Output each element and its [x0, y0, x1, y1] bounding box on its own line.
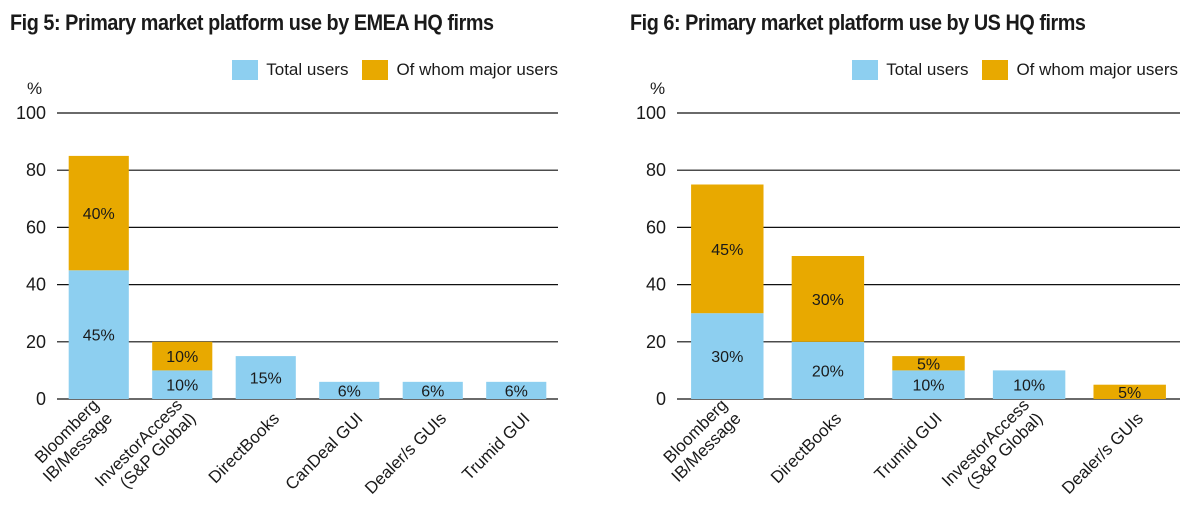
data-label-major: 45% — [711, 242, 743, 259]
chart-legend: Total users Of whom major users — [838, 60, 1178, 80]
y-tick-label: 0 — [36, 389, 46, 409]
x-category-label: CanDeal GUI — [282, 409, 367, 494]
data-label-total: 10% — [1013, 378, 1045, 395]
bar-total-users — [152, 370, 213, 399]
legend-swatch-major — [982, 60, 1009, 80]
y-tick-label: 80 — [646, 160, 666, 180]
y-axis-unit-label: % — [650, 79, 665, 98]
legend-swatch-major — [362, 60, 389, 80]
x-category-label-line: Trumid GUI — [458, 409, 533, 484]
y-tick-label: 60 — [646, 217, 666, 237]
data-label-total: 10% — [912, 378, 944, 395]
bar-major-users — [791, 256, 865, 342]
emea-bar-chart: %02040608010045%40%BloombergIB/Message10… — [16, 79, 558, 498]
data-label-total: 20% — [812, 363, 844, 380]
emea-chart-panel: Fig 5: Primary market platform use by EM… — [0, 0, 580, 519]
x-category-label-line: DirectBooks — [205, 409, 283, 487]
data-label-total: 15% — [250, 371, 282, 388]
chart-title: Fig 6: Primary market platform use by US… — [630, 10, 1086, 35]
bar-major-users — [1093, 384, 1166, 399]
x-category-label: DirectBooks — [767, 409, 845, 487]
data-label-total: 10% — [166, 378, 198, 395]
legend-item-major: Of whom major users — [982, 60, 1178, 80]
chart-legend: Total users Of whom major users — [218, 60, 558, 80]
legend-label-total: Total users — [266, 60, 349, 79]
bar-total-users — [68, 270, 129, 399]
data-label-total: 6% — [421, 383, 444, 400]
bar-total-users — [402, 381, 463, 399]
bar-total-users — [486, 381, 547, 399]
x-category-label: Dealer/s GUIs — [361, 409, 450, 498]
data-label-major: 30% — [812, 292, 844, 309]
x-category-label-line: Dealer/s GUIs — [1058, 409, 1147, 498]
bar-total-users — [992, 370, 1066, 399]
x-category-label-line: Dealer/s GUIs — [361, 409, 450, 498]
bar-major-users — [691, 184, 764, 314]
data-label-major: 10% — [166, 349, 198, 366]
legend-item-total: Total users — [232, 60, 348, 80]
legend-swatch-total — [232, 60, 259, 80]
x-category-label: InvestorAccess(S&P Global) — [91, 395, 199, 492]
y-tick-label: 80 — [26, 160, 46, 180]
data-label-total: 6% — [505, 383, 528, 400]
data-label-major: 5% — [917, 356, 940, 373]
legend-item-total: Total users — [852, 60, 968, 80]
y-tick-label: 100 — [636, 103, 666, 123]
legend-swatch-total — [852, 60, 879, 80]
data-label-total: 6% — [338, 383, 361, 400]
x-category-label: Trumid GUI — [871, 409, 946, 484]
bar-major-users — [68, 155, 129, 271]
x-category-label: InvestorAccess(S&P Global) — [938, 395, 1046, 492]
y-tick-label: 100 — [16, 103, 46, 123]
bar-total-users — [235, 356, 296, 399]
bar-total-users — [319, 381, 380, 399]
legend-label-total: Total users — [886, 60, 969, 79]
legend-label-major: Of whom major users — [396, 60, 558, 79]
bar-total-users — [791, 341, 865, 399]
x-category-label-line: DirectBooks — [767, 409, 845, 487]
y-tick-label: 60 — [26, 217, 46, 237]
x-category-label: DirectBooks — [205, 409, 283, 487]
x-category-label-line: Trumid GUI — [871, 409, 946, 484]
y-tick-label: 20 — [26, 332, 46, 352]
y-axis-unit-label: % — [27, 79, 42, 98]
y-tick-label: 40 — [646, 275, 666, 295]
legend-item-major: Of whom major users — [362, 60, 558, 80]
data-label-major: 40% — [83, 206, 115, 223]
us-chart-panel: Fig 6: Primary market platform use by US… — [620, 0, 1200, 519]
bar-total-users — [691, 313, 764, 399]
bar-major-users — [892, 356, 965, 371]
data-label-total: 30% — [711, 349, 743, 366]
y-tick-label: 20 — [646, 332, 666, 352]
legend-label-major: Of whom major users — [1016, 60, 1178, 79]
bar-total-users — [892, 370, 965, 399]
y-tick-label: 0 — [656, 389, 666, 409]
y-tick-label: 40 — [26, 275, 46, 295]
bar-major-users — [152, 341, 213, 371]
chart-title: Fig 5: Primary market platform use by EM… — [10, 10, 494, 35]
x-category-label: Trumid GUI — [458, 409, 533, 484]
x-category-label: Dealer/s GUIs — [1058, 409, 1147, 498]
data-label-total: 45% — [83, 328, 115, 345]
data-label-major: 5% — [1118, 385, 1141, 402]
x-category-label-line: CanDeal GUI — [282, 409, 367, 494]
